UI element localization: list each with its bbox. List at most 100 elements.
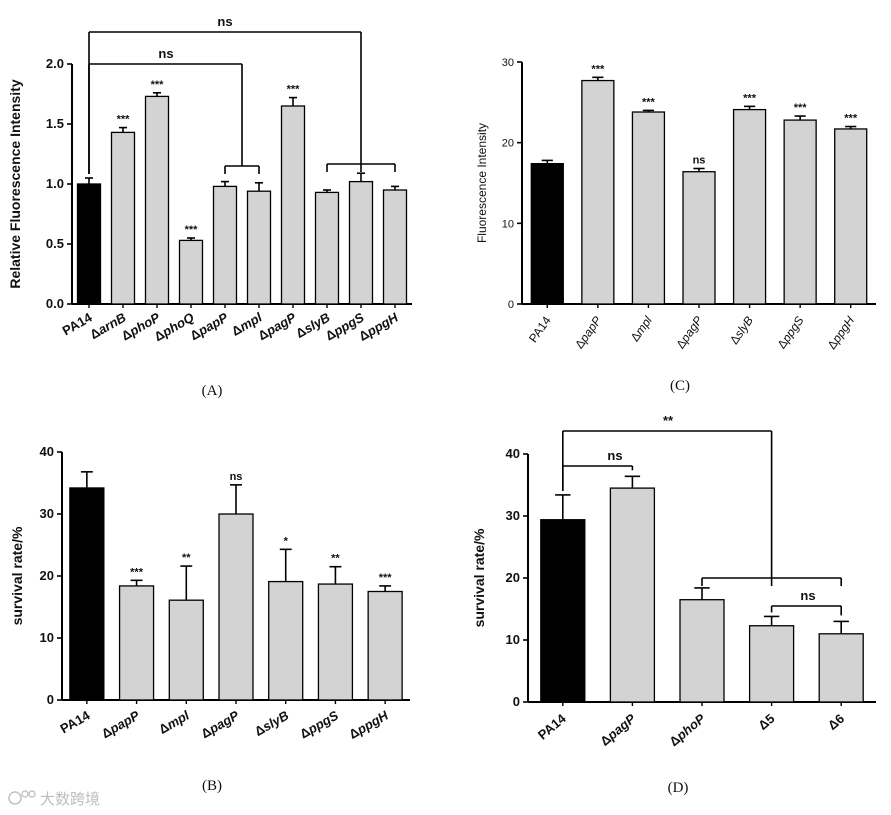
bar xyxy=(732,108,767,305)
bar xyxy=(382,189,408,305)
x-tick-label: ΔslyB xyxy=(252,708,291,739)
bar xyxy=(679,599,725,703)
bar xyxy=(69,487,105,701)
bar xyxy=(317,583,354,701)
significance-label: *** xyxy=(117,114,131,126)
x-tick-label: ΔppgH xyxy=(825,313,858,351)
significance-label: * xyxy=(284,535,289,547)
significance-label: *** xyxy=(379,572,393,584)
significance-label: *** xyxy=(642,96,656,108)
bar xyxy=(631,111,666,305)
bar xyxy=(118,585,155,701)
panel-label: (B) xyxy=(202,778,222,794)
significance-label: ** xyxy=(182,552,191,564)
x-tick-label-gene: ppgS xyxy=(304,707,341,737)
significance-label: ** xyxy=(331,553,340,565)
x-tick-label: ΔpagP xyxy=(198,707,241,741)
bar xyxy=(218,513,254,701)
comparison-label: ns xyxy=(607,448,622,463)
x-tick-label: PA14 xyxy=(535,710,569,742)
significance-label: *** xyxy=(794,102,808,114)
x-tick-label: PA14 xyxy=(526,313,554,345)
y-tick-label: 20 xyxy=(40,568,54,583)
panel-c: 0 10 20 30 Fluorescence Intensity PA14 *** Δpap… xyxy=(475,57,876,394)
panel-d: 0 10 20 30 40 survival rate/% PA14 ΔpagP ΔphoP Δ5… xyxy=(471,413,876,796)
bar xyxy=(818,633,864,703)
x-tick-label-gene: ppgH xyxy=(363,309,401,339)
significance-label: *** xyxy=(185,224,199,236)
x-tick-label: ΔslyB xyxy=(727,314,756,347)
x-tick-label-gene: papP xyxy=(106,707,142,737)
y-axis-label: Fluorescence Intensity xyxy=(475,123,489,243)
bar xyxy=(367,590,403,701)
bar xyxy=(314,191,340,305)
y-tick-label: 0 xyxy=(508,299,514,311)
x-tick-label: ΔppgS xyxy=(297,707,341,741)
y-tick-label: 0.0 xyxy=(46,296,64,311)
bar xyxy=(540,519,586,703)
y-tick-label: 40 xyxy=(40,444,54,459)
x-tick-label: ΔpagP xyxy=(597,711,638,749)
bar xyxy=(682,171,716,305)
bar xyxy=(110,131,136,305)
x-tick-label: ΔphoP xyxy=(666,711,708,750)
x-tick-label: ΔpapP xyxy=(99,707,142,741)
y-tick-label: 0 xyxy=(513,694,520,709)
x-tick-label: Δmpl xyxy=(156,707,192,736)
bar xyxy=(783,119,817,305)
y-tick-label: 10 xyxy=(40,630,54,645)
x-tick-label-gene: slyB xyxy=(260,708,291,735)
y-tick-label: 0.5 xyxy=(46,236,64,251)
y-tick-label: 10 xyxy=(506,632,520,647)
x-tick-label: ΔppgH xyxy=(346,707,391,742)
bar xyxy=(834,128,868,305)
x-tick-label: ΔpagP xyxy=(673,314,705,352)
bar xyxy=(280,105,306,305)
x-tick-label: ΔppgS xyxy=(774,314,806,352)
x-tick-label: ΔppgH xyxy=(356,309,401,344)
comparison-label: ns xyxy=(800,588,815,603)
y-tick-label: 30 xyxy=(40,506,54,521)
significance-label: ns xyxy=(230,471,243,483)
y-tick-label: 40 xyxy=(506,446,520,461)
y-tick-label: 30 xyxy=(506,508,520,523)
panel-a: 0.0 0.5 1.0 1.5 2.0 Relative Fluorescence Int… xyxy=(7,14,412,399)
x-tick-label-gene: pagP xyxy=(263,309,299,339)
bar xyxy=(530,162,564,305)
significance-label: ns xyxy=(693,154,706,166)
significance-label: *** xyxy=(151,79,165,91)
bar xyxy=(268,580,304,701)
x-tick-label: Δ5 xyxy=(755,711,777,733)
x-tick-label-gene: pagP xyxy=(206,707,242,737)
y-tick-label: 2.0 xyxy=(46,56,64,71)
y-tick-label: 20 xyxy=(502,138,514,150)
x-tick-label: ΔpapP xyxy=(187,309,230,343)
watermark: 大数跨境 xyxy=(8,790,100,808)
significance-label: *** xyxy=(287,84,301,96)
y-tick-label: 1.5 xyxy=(46,116,64,131)
y-tick-label: 20 xyxy=(506,570,520,585)
x-tick-label: Δ6 xyxy=(825,711,847,733)
panel-label: (A) xyxy=(202,383,223,399)
comparison-label: ns xyxy=(217,14,232,29)
x-tick-label-gene: ppgH xyxy=(354,707,392,737)
x-tick-label: ΔphoQ xyxy=(152,310,197,345)
bar xyxy=(144,95,170,305)
x-tick-label-gene: papP xyxy=(195,309,231,339)
comparison-label: ns xyxy=(158,46,173,61)
y-tick-label: 30 xyxy=(502,57,514,69)
bar xyxy=(348,180,374,305)
significance-label: *** xyxy=(743,92,757,104)
bar xyxy=(212,185,238,305)
bar xyxy=(748,625,795,703)
bar xyxy=(168,599,204,701)
bar xyxy=(76,183,102,305)
bar xyxy=(581,79,615,305)
significance-label: *** xyxy=(844,113,858,125)
significance-label: *** xyxy=(130,566,144,578)
significance-label: *** xyxy=(591,63,605,75)
y-tick-label: 10 xyxy=(502,218,514,230)
bar xyxy=(246,190,272,305)
